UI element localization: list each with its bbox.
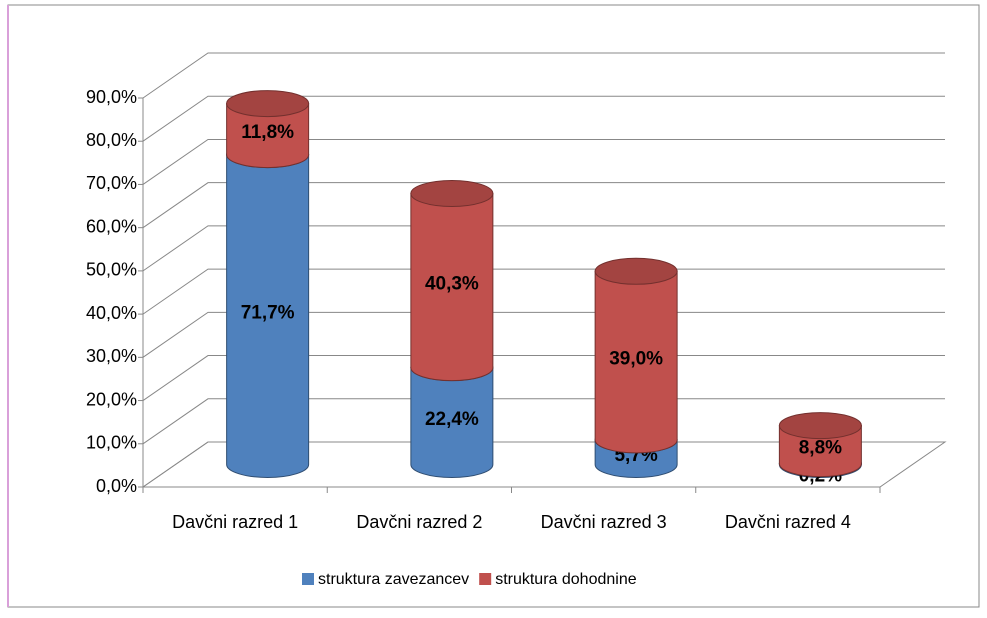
legend-swatch [479, 573, 492, 585]
y-tick-label: 30,0% [86, 346, 137, 366]
data-label: 40,3% [425, 274, 479, 295]
x-tick-label: Davčni razred 4 [725, 512, 851, 532]
y-tick-label: 70,0% [86, 173, 137, 193]
legend-label: struktura zavezancev [318, 571, 469, 588]
cylinder-top [226, 90, 310, 118]
cylinder-body [778, 425, 862, 478]
legend-label: struktura dohodnine [495, 571, 637, 588]
cylinder-top [410, 179, 494, 207]
cylinder-body [410, 192, 494, 382]
grid-line [142, 138, 945, 185]
y-tick-label: 40,0% [86, 303, 137, 323]
data-label: 71,7% [241, 303, 295, 324]
y-tick-label: 0,0% [96, 476, 137, 496]
cylinder-body [410, 367, 494, 478]
grid-line [142, 95, 945, 142]
cylinder-top [594, 257, 678, 285]
grid-line [142, 268, 945, 315]
y-tick-label: 50,0% [86, 260, 137, 280]
cylinder-body [226, 154, 310, 478]
x-tick-label: Davčni razred 1 [172, 512, 298, 532]
x-tick-label: Davčni razred 2 [356, 512, 482, 532]
cylinder-body [594, 270, 678, 454]
data-label: 11,8% [241, 122, 294, 143]
grid-line [142, 398, 945, 445]
y-tick-label: 90,0% [86, 87, 137, 107]
grid-line [142, 311, 945, 358]
data-label: 8,8% [799, 438, 842, 459]
data-label: 22,4% [425, 409, 479, 430]
grid-line [142, 441, 945, 488]
grid-line [142, 182, 945, 229]
y-tick-label: 60,0% [86, 216, 137, 236]
y-tick-label: 20,0% [86, 389, 137, 409]
y-tick-label: 10,0% [86, 433, 137, 453]
legend-swatch [302, 573, 314, 585]
data-label: 39,0% [609, 349, 663, 370]
x-tick-label: Davčni razred 3 [541, 512, 667, 532]
grid-line [142, 52, 945, 99]
cylinder-body [226, 103, 310, 169]
y-tick-label: 80,0% [86, 130, 137, 150]
grid-line [142, 225, 945, 272]
chart-frame [7, 4, 980, 608]
grid-line [142, 355, 945, 401]
cylinder-top [778, 412, 862, 440]
